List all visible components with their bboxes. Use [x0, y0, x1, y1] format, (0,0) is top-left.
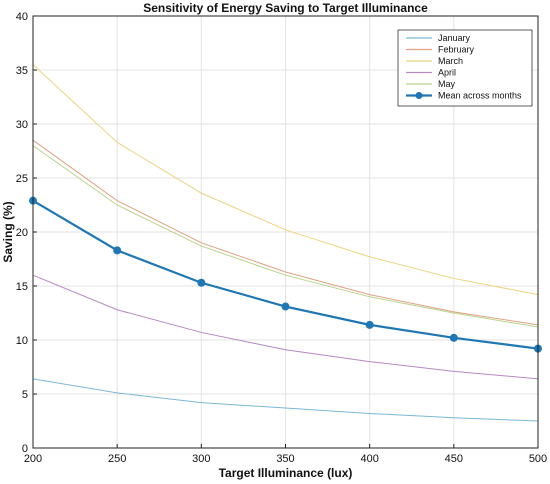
x-tick-label: 300	[192, 453, 210, 465]
legend-label: March	[438, 56, 463, 66]
x-tick-label: 200	[24, 453, 42, 465]
y-tick-label: 20	[16, 227, 28, 239]
series-may	[32, 145, 539, 328]
legend-marker	[415, 92, 423, 99]
data-point-mean-across-months	[449, 333, 458, 342]
legend-label: May	[438, 79, 456, 89]
legend-label: February	[438, 45, 475, 55]
data-point-mean-across-months	[113, 246, 122, 255]
x-axis-label: Target Illuminance (lux)	[219, 466, 353, 480]
series-line-march	[32, 64, 539, 296]
series-january	[32, 378, 539, 422]
data-point-mean-across-months	[365, 320, 374, 329]
y-tick-label: 25	[16, 173, 28, 185]
series-april	[32, 274, 539, 380]
y-tick-label: 35	[16, 65, 28, 77]
series-line-february	[32, 139, 539, 326]
y-axis-label: Saving (%)	[1, 201, 15, 262]
x-tick-label: 350	[276, 453, 294, 465]
y-tick-label: 15	[16, 281, 28, 293]
legend-label: January	[438, 33, 471, 43]
series-mean-across-months	[29, 196, 542, 353]
chart-title: Sensitivity of Energy Saving to Target I…	[143, 1, 428, 15]
x-tick-label: 400	[360, 453, 378, 465]
series-line-may	[32, 145, 539, 328]
x-tick-label: 250	[108, 453, 126, 465]
series-line-april	[32, 274, 539, 380]
series-march	[32, 64, 539, 296]
y-tick-label: 40	[16, 11, 28, 23]
series-layer	[29, 64, 542, 422]
y-tick-label: 10	[16, 335, 28, 347]
x-tick-label: 500	[529, 453, 547, 465]
x-tick-label: 450	[445, 453, 463, 465]
legend-label: April	[438, 68, 456, 78]
y-tick-label: 5	[22, 389, 28, 401]
data-point-mean-across-months	[197, 278, 206, 287]
data-point-mean-across-months	[281, 302, 290, 311]
series-line-january	[32, 378, 539, 422]
y-tick-label: 0	[22, 443, 28, 455]
series-february	[32, 139, 539, 326]
legend-label: Mean across months	[438, 91, 522, 101]
y-tick-label: 30	[16, 119, 28, 131]
ticks: 200 250 300 350 400 450 500 0 5 10 15 20 25 30 35 40	[16, 11, 547, 465]
